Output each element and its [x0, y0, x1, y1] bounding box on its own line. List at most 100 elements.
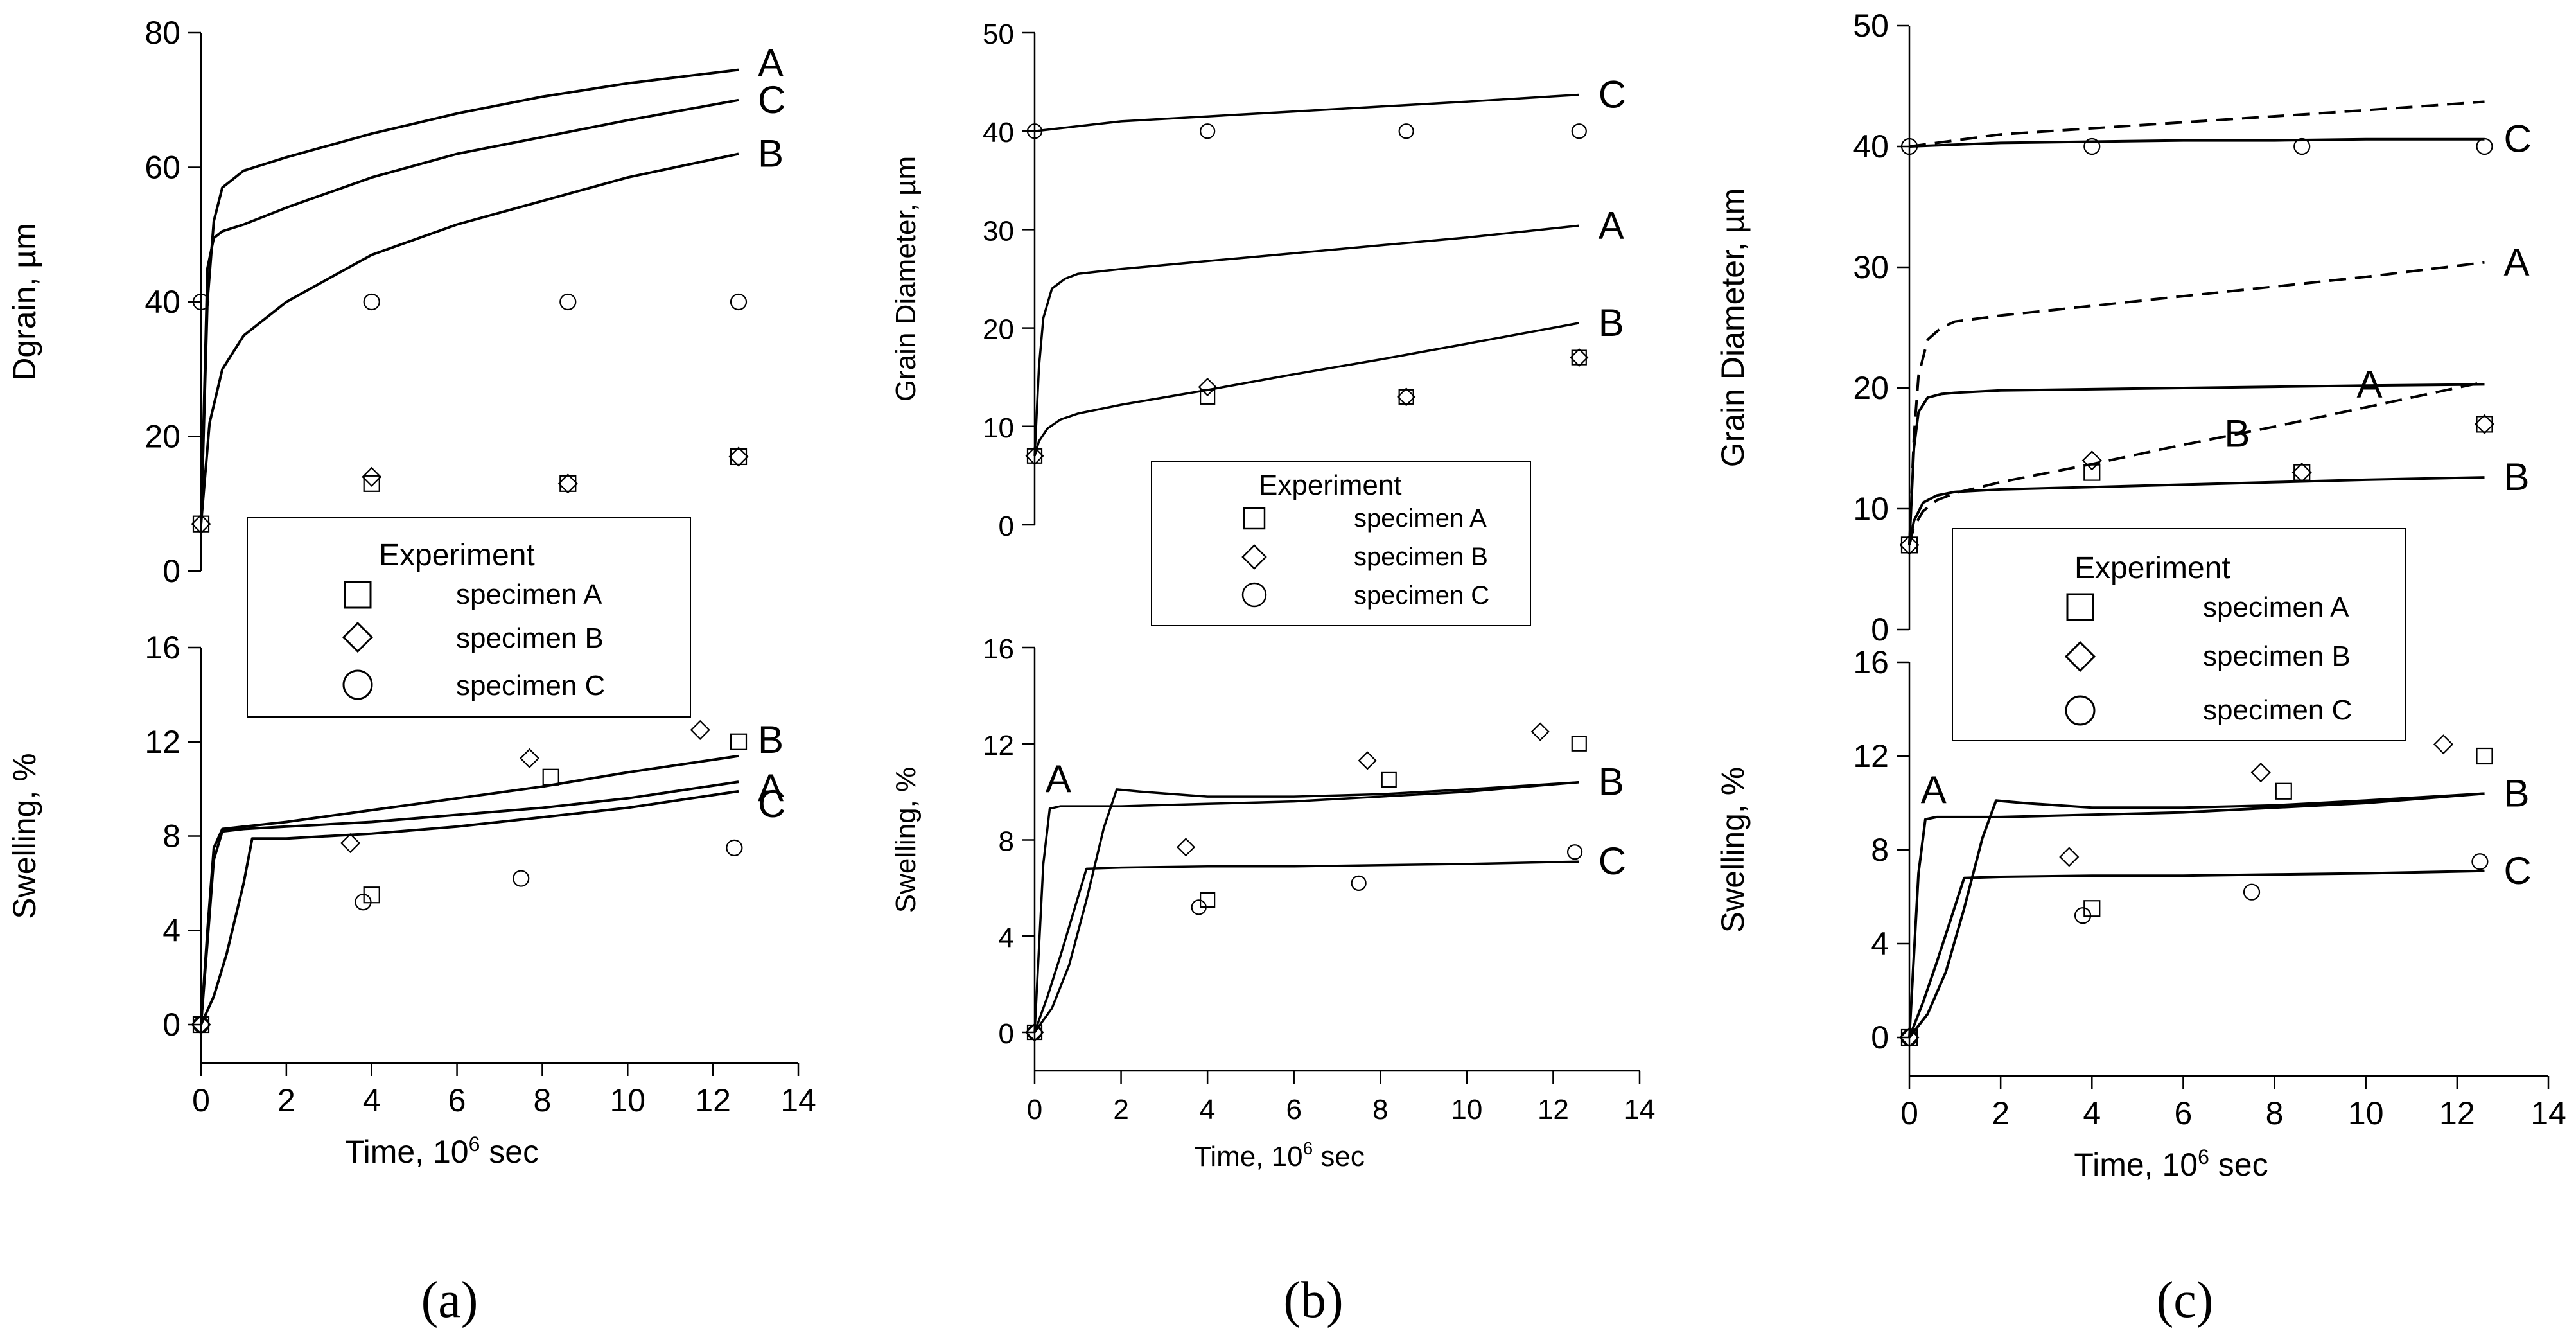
marker-circle-specimen-C: [1026, 123, 1043, 139]
marker-diamond-specimen-B: [1899, 1027, 1920, 1048]
series-line-b: [1033, 780, 1579, 1034]
curve-label-c: C: [1599, 840, 1626, 883]
curve-label-c: C: [758, 78, 785, 121]
marker-diamond-specimen-B: [1025, 446, 1044, 466]
x-tick-label: 14: [780, 1082, 816, 1118]
marker-square-specimen-A: [1381, 771, 1397, 788]
marker-circle-specimen-C: [1200, 123, 1216, 139]
series-line-b: [1908, 476, 2485, 545]
series-line-a-dashed: [1908, 261, 2485, 545]
marker-diamond-specimen-B: [362, 466, 382, 487]
legend-title: Experiment: [1259, 470, 1402, 501]
curve-label-a: A: [1599, 204, 1624, 247]
y-tick-label: 12: [983, 730, 1014, 761]
marker-circle-specimen-C: [1026, 1024, 1043, 1041]
series-line-c: [200, 789, 739, 1025]
y-tick-label: 16: [145, 630, 180, 666]
legend-frame: [1151, 461, 1531, 626]
y-tick-label: 0: [999, 511, 1014, 542]
marker-circle-specimen-C: [1900, 137, 1918, 155]
y-tick-label: 40: [983, 117, 1014, 148]
chart-a-bottom: 0 4 8 12 16 0 2 4 6 8 10 12 14 Time, 106 sec Swelling,…: [6, 630, 816, 1170]
marker-square-specimen-A: [2476, 747, 2493, 765]
legend-circle-marker: [342, 669, 373, 700]
curve-label-a: A: [1921, 768, 1947, 811]
marker-diamond-specimen-B: [2081, 450, 2102, 471]
x-tick-label: 2: [277, 1082, 295, 1118]
y-tick-label: 10: [983, 412, 1014, 444]
y-tick-label: 80: [145, 15, 180, 51]
x-axis-label: Time, 106 sec: [2074, 1145, 2268, 1183]
y-axis-label: Grain Diameter, µm: [890, 156, 922, 401]
curve-label-c: C: [758, 782, 785, 825]
marker-square-specimen-A: [1026, 448, 1043, 464]
legend-entry-c: specimen C: [456, 670, 605, 701]
y-tick-label: 12: [145, 724, 180, 760]
x-axis-label: Time, 106 sec: [1194, 1138, 1365, 1172]
marker-diamond-specimen-B: [191, 514, 211, 534]
marker-square-specimen-A: [1571, 736, 1587, 752]
x-tick-label: 6: [2175, 1095, 2193, 1131]
marker-circle-specimen-C: [363, 293, 380, 311]
curve-label-a: A: [2504, 240, 2530, 283]
marker-diamond-specimen-B: [1176, 838, 1196, 857]
x-tick-label: 10: [2348, 1095, 2384, 1131]
series-line-b: [200, 754, 739, 1025]
x-tick-label: 0: [1900, 1095, 1918, 1131]
x-tick-label: 6: [448, 1082, 466, 1118]
y-tick-label: 0: [162, 553, 180, 589]
series-line-b-dashed: [1908, 380, 2485, 545]
y-tick-label: 12: [1853, 738, 1889, 774]
y-tick-label: 40: [145, 284, 180, 320]
marker-square-specimen-A: [542, 768, 559, 786]
marker-square-specimen-A: [559, 475, 577, 492]
y-axis-label: Grain Diameter, µm: [1715, 188, 1751, 467]
series-line-c: [1033, 860, 1579, 1033]
series-line-a: [200, 68, 739, 524]
marker-diamond-specimen-B: [2433, 734, 2454, 755]
series-line-a: [1033, 224, 1579, 456]
y-tick-label: 4: [1871, 926, 1889, 962]
x-tick-label: 8: [534, 1082, 552, 1118]
y-tick-label: 0: [162, 1007, 180, 1043]
marker-square-specimen-A: [2476, 416, 2493, 433]
marker-diamond-specimen-B: [1530, 722, 1550, 741]
marker-diamond-specimen-B: [1899, 534, 1920, 555]
series-line-c: [1908, 869, 2485, 1038]
x-axis-label: Time, 106 sec: [345, 1133, 539, 1170]
y-tick-label: 20: [983, 314, 1014, 346]
marker-diamond-specimen-B: [728, 446, 749, 467]
series-line-b: [200, 152, 739, 524]
series-line-a: [1033, 780, 1579, 1033]
legend-entry-a: specimen A: [1354, 504, 1487, 533]
legend-entry-b: specimen B: [456, 622, 604, 654]
curve-label-b: B: [2224, 412, 2250, 455]
x-tick-label: 4: [363, 1082, 381, 1118]
x-tick-label: 6: [1286, 1094, 1301, 1125]
marker-diamond-specimen-B: [690, 719, 710, 740]
y-tick-label: 20: [145, 419, 180, 455]
y-tick-label: 50: [983, 19, 1014, 50]
marker-square-specimen-A: [2293, 464, 2311, 481]
x-tick-label: 2: [1113, 1094, 1128, 1125]
chart-c-top: 0 10 20 30 40 50 Grain Diameter, µm C A A B B: [1715, 8, 2532, 648]
series-line-c: [1909, 137, 2485, 148]
x-tick-label: 8: [1372, 1094, 1388, 1125]
series-line-c: [1034, 93, 1579, 132]
y-tick-label: 40: [1853, 128, 1889, 164]
x-tick-label: 0: [192, 1082, 210, 1118]
legend-square-marker: [2066, 593, 2094, 621]
legend-entry-c: specimen C: [1354, 581, 1489, 610]
marker-circle-specimen-C: [2476, 137, 2493, 155]
series-line-b: [1033, 322, 1580, 457]
marker-square-specimen-A: [363, 475, 380, 492]
curve-label-a: A: [2357, 362, 2383, 405]
y-tick-label: 10: [1853, 491, 1889, 527]
x-tick-label: 4: [2083, 1095, 2101, 1131]
y-tick-label: 16: [1853, 644, 1889, 680]
curve-label-b: B: [1599, 761, 1624, 804]
marker-diamond-specimen-B: [2291, 463, 2312, 483]
legend-circle-marker: [1241, 582, 1267, 608]
legend-square-marker: [344, 581, 372, 609]
